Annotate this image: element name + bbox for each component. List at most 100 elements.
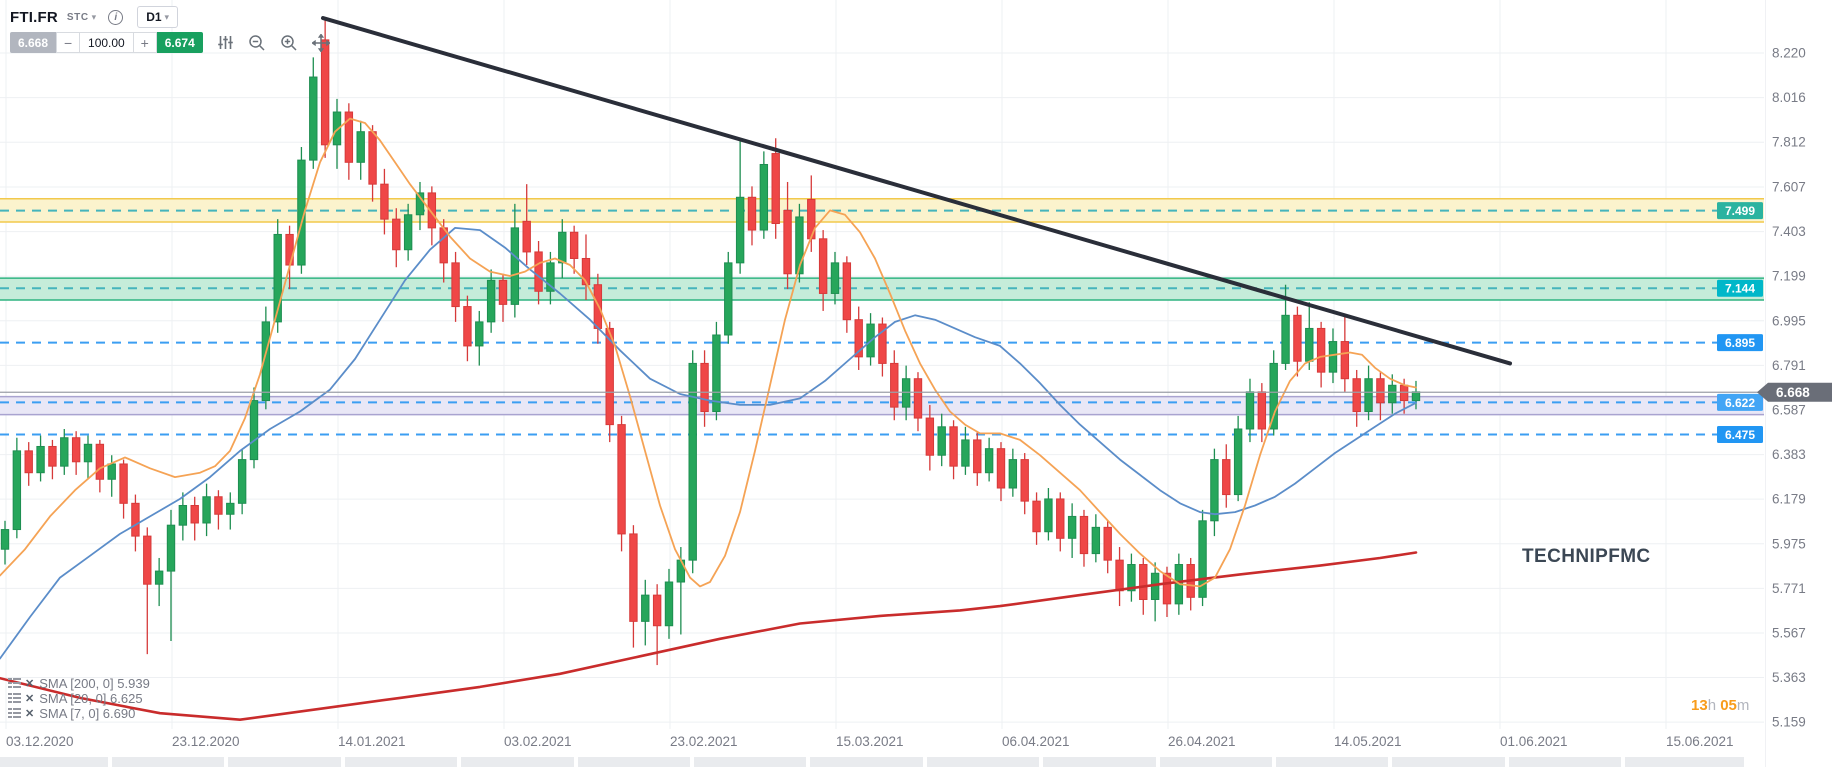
time-scrollbar[interactable] [0, 757, 1744, 767]
candle-body [1245, 391, 1255, 430]
candle-body [795, 216, 804, 275]
candle-body [522, 220, 531, 253]
legend-row-sma200: ✕ SMA [200, 0] 5.939 [8, 676, 150, 691]
scrollbar-separator [108, 757, 112, 767]
candle-body [415, 192, 425, 216]
indicator-settings-icon[interactable] [8, 693, 21, 704]
candle-body [178, 505, 188, 526]
indicator-legend: ✕ SMA [200, 0] 5.939 ✕ SMA [20, 0] 6.625 [8, 676, 150, 721]
indicator-settings-icon[interactable] [8, 678, 21, 689]
scrollbar-separator [1621, 757, 1626, 767]
candle-body [356, 131, 365, 163]
candle-body [237, 459, 247, 504]
chevron-down-icon[interactable]: ▾ [91, 11, 97, 22]
candle-body [119, 463, 128, 504]
candle-body [344, 111, 354, 163]
sma20-label: SMA [20, 0] 6.625 [39, 691, 143, 706]
candle-body [309, 76, 318, 161]
increase-amount-button[interactable]: + [132, 32, 157, 53]
info-icon[interactable]: i [108, 9, 124, 25]
scrollbar-separator [1388, 757, 1393, 767]
candle-body [498, 279, 508, 305]
x-axis-date-label: 14.05.2021 [1334, 734, 1402, 749]
candle-body [1032, 500, 1041, 533]
indicator-settings-icon[interactable] [8, 708, 21, 719]
y-axis-tick-label: 5.363 [1772, 670, 1806, 685]
scrollbar-separator [922, 757, 927, 767]
price-level-tag [1717, 425, 1763, 443]
sma7-label: SMA [7, 0] 6.690 [39, 706, 136, 721]
remove-indicator-icon[interactable]: ✕ [25, 693, 35, 705]
candle-body [107, 463, 116, 480]
decrease-amount-button[interactable]: − [56, 32, 81, 53]
pan-crosshair-icon[interactable] [311, 33, 330, 52]
candle-body [202, 496, 211, 524]
candle-body [1067, 515, 1077, 539]
candle-body [842, 262, 852, 321]
price-level-tag-label: 6.622 [1725, 396, 1755, 410]
descending-trendline [321, 16, 1512, 366]
scrollbar-separator [1272, 757, 1276, 767]
remove-indicator-icon[interactable]: ✕ [25, 708, 35, 720]
price-level-tag [1717, 279, 1763, 297]
y-axis-tick-label: 7.812 [1772, 135, 1806, 150]
candle-body [332, 111, 342, 146]
countdown-hours: 13 [1691, 697, 1708, 714]
candle-body [475, 321, 484, 347]
y-axis-tick-label: 7.403 [1772, 224, 1806, 239]
candle-body [368, 131, 377, 185]
sma-200-line [0, 551, 1418, 722]
candle-body [1127, 564, 1136, 592]
y-axis-tick-label: 6.587 [1772, 402, 1806, 417]
y-axis-tick-label: 6.995 [1772, 313, 1806, 328]
candle-body [1044, 498, 1053, 533]
sell-bid-button[interactable]: 6.668 [10, 32, 57, 53]
candle-body [214, 496, 223, 515]
candle-body [890, 362, 899, 408]
candle-body [1352, 378, 1361, 413]
candle-body [558, 231, 567, 264]
candle-body [1008, 459, 1018, 489]
legend-row-sma7: ✕ SMA [7, 0] 6.690 [8, 706, 150, 721]
candle-body [629, 533, 638, 622]
x-axis-date-label: 26.04.2021 [1168, 734, 1236, 749]
candle-body [261, 321, 271, 402]
candle-body [1281, 314, 1290, 364]
sma200-label: SMA [200, 0] 5.939 [39, 676, 150, 691]
scrollbar-separator [1155, 757, 1160, 767]
x-axis-date-label: 03.12.2020 [6, 734, 74, 749]
candle-body [0, 529, 10, 550]
symbol-row: FTI.FR STC ▾ i D1 ▾ [10, 6, 330, 28]
candle-body [605, 327, 614, 426]
timeframe-select[interactable]: D1 ▾ [137, 6, 179, 28]
y-axis-tick-label: 8.220 [1772, 46, 1806, 61]
scrollbar-separator [457, 757, 462, 767]
candle-body [1056, 498, 1065, 539]
candle-body [249, 400, 259, 461]
zoom-in-icon[interactable] [280, 34, 298, 52]
zoom-out-icon[interactable] [248, 34, 266, 52]
x-axis-date-label: 15.03.2021 [836, 734, 904, 749]
candle-body [771, 153, 780, 225]
candle-body [1115, 559, 1124, 592]
candle-body [1305, 327, 1314, 362]
indicators-icon[interactable] [217, 34, 234, 51]
candle-body [1079, 515, 1089, 555]
candle-body [1139, 564, 1148, 600]
x-axis-date-label: 23.02.2021 [670, 734, 738, 749]
symbol-watermark: TECHNIPFMC [1522, 546, 1651, 567]
buy-ask-button[interactable]: 6.674 [156, 32, 203, 53]
scrollbar-separator [340, 757, 345, 767]
candle-body [901, 378, 911, 408]
candle-body [427, 192, 437, 229]
y-axis-tick-label: 5.975 [1772, 536, 1806, 551]
candle-body [581, 257, 591, 286]
candle-body [1388, 384, 1397, 404]
y-axis-tick-label: 6.791 [1772, 358, 1806, 373]
remove-indicator-icon[interactable]: ✕ [25, 678, 35, 690]
amount-input[interactable]: 100.00 [80, 32, 133, 53]
candle-body [949, 426, 958, 467]
candle-body [854, 319, 863, 358]
